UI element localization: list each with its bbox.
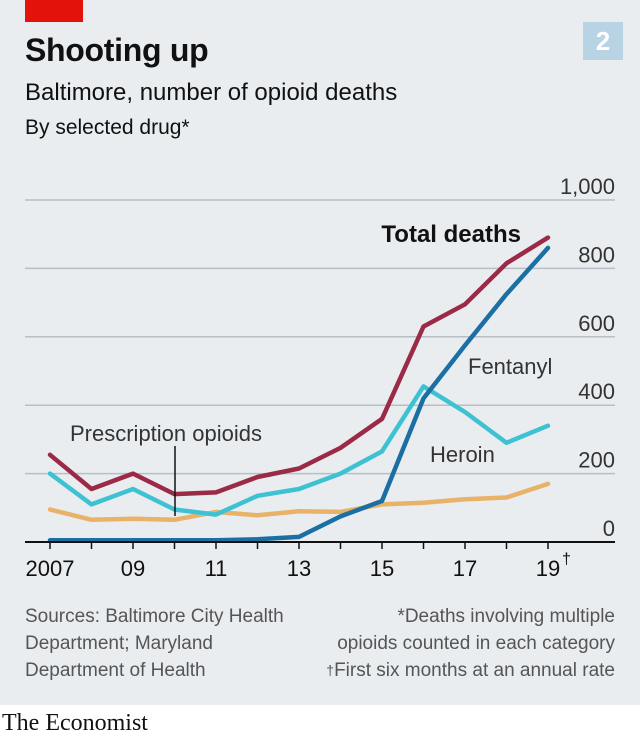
series-label-heroin: Heroin <box>430 442 495 467</box>
footnotes: *Deaths involving multiple opioids count… <box>295 603 615 684</box>
chart-title: Shooting up <box>25 32 209 68</box>
dagger-mark: † <box>326 662 335 678</box>
sources-line: Department; Maryland <box>25 633 213 654</box>
series-line-heroin <box>47 384 551 517</box>
sources-line: Sources: Baltimore City Health <box>25 606 284 627</box>
figure-number-badge: 2 <box>583 22 623 60</box>
y-tick-label: 400 <box>578 379 615 404</box>
x-tick-label: 2007 <box>26 556 75 581</box>
footnote-line: †First six months at an annual rate <box>295 657 615 684</box>
x-tick-label: 15 <box>370 556 394 581</box>
series-line-fentanyl <box>47 245 551 543</box>
footnote-line: opioids counted in each category <box>337 633 615 654</box>
y-tick-label: 0 <box>603 516 615 541</box>
y-tick-label: 800 <box>578 242 615 267</box>
x-tick-label: 11 <box>205 556 228 581</box>
series-label-total: Total deaths <box>381 221 521 248</box>
series-line-prescription <box>47 481 551 523</box>
y-tick-label: 600 <box>578 311 615 336</box>
gridlines: 0 200 400 600 800 1,000 <box>25 174 615 541</box>
x-tick-label: 17 <box>453 556 477 581</box>
footnote-text: First six months at an annual rate <box>334 660 615 681</box>
sources-note: Sources: Baltimore City Health Departmen… <box>25 603 335 684</box>
y-tick-label: 200 <box>578 448 615 473</box>
chart-subtitle: Baltimore, number of opioid deaths <box>25 79 398 106</box>
sources-line: Department of Health <box>25 660 206 681</box>
x-tick-label: 19 <box>536 556 560 581</box>
line-chart: 0 200 400 600 800 1,000 2007 09 11 13 15 17 19 † Tot… <box>25 174 615 581</box>
series-label-fentanyl: Fentanyl <box>468 354 552 379</box>
brand-red-bar <box>25 0 83 22</box>
chart-panel <box>0 0 640 705</box>
x-tick-label: 09 <box>121 556 145 581</box>
series-labels: Total deaths Fentanyl Heroin Prescriptio… <box>70 221 552 516</box>
publisher-logo: The Economist <box>2 710 148 736</box>
footnote-line: *Deaths involving multiple <box>397 606 615 627</box>
y-tick-label: 1,000 <box>560 174 615 199</box>
x-tick-dagger: † <box>562 551 571 568</box>
series-label-prescription: Prescription opioids <box>70 421 262 446</box>
chart-note: By selected drug* <box>25 116 190 139</box>
x-tick-label: 13 <box>287 556 311 581</box>
series-line-total <box>47 235 551 497</box>
series-lines <box>47 235 551 543</box>
x-axis: 2007 09 11 13 15 17 19 † <box>25 541 615 581</box>
